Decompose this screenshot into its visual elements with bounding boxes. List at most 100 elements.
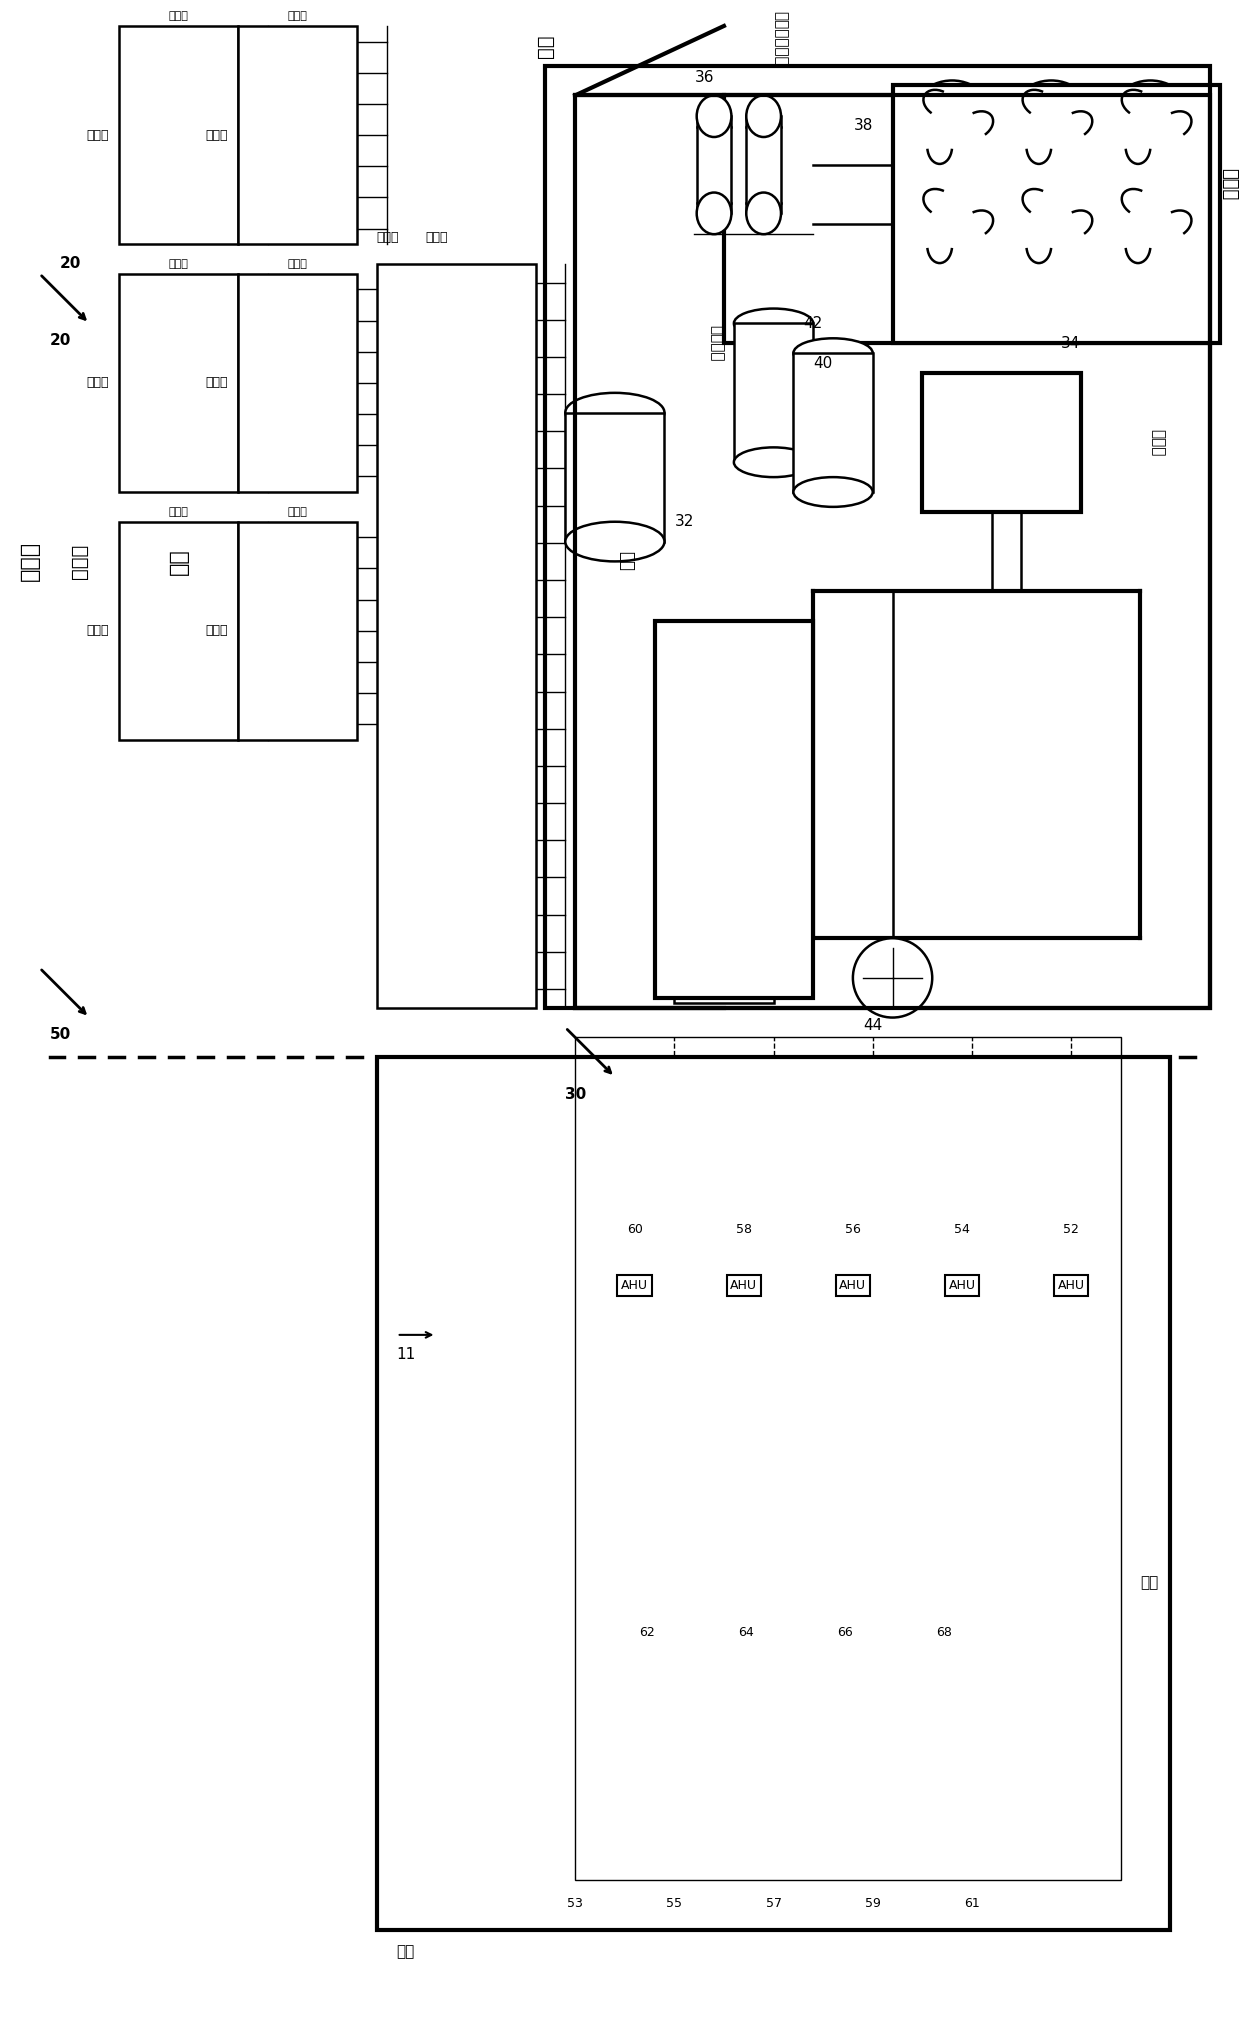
Bar: [575, 1037, 1121, 1881]
Bar: [893, 85, 1220, 343]
Circle shape: [1147, 122, 1153, 128]
Text: AHU: AHU: [730, 1278, 758, 1292]
Bar: [238, 274, 357, 491]
Text: 20: 20: [60, 256, 81, 272]
Text: 60: 60: [626, 1223, 642, 1236]
Text: 空气侧: 空气侧: [20, 542, 40, 582]
Ellipse shape: [935, 383, 970, 418]
Ellipse shape: [1034, 383, 1069, 418]
Text: 61: 61: [963, 1897, 980, 1909]
Ellipse shape: [565, 394, 665, 432]
Bar: [238, 521, 357, 741]
Text: 建筑物: 建筑物: [288, 507, 308, 517]
Text: 区域: 区域: [1141, 1575, 1158, 1591]
Text: 锅炉: 锅炉: [616, 552, 635, 572]
Text: 52: 52: [1063, 1223, 1079, 1236]
Text: 建筑物: 建筑物: [87, 625, 109, 637]
Text: 冷却塔: 冷却塔: [1220, 168, 1238, 201]
Circle shape: [1007, 181, 1096, 270]
Ellipse shape: [697, 193, 732, 233]
Circle shape: [908, 181, 997, 270]
Text: AHU: AHU: [839, 1278, 867, 1292]
Bar: [119, 26, 238, 243]
Bar: [675, 645, 774, 734]
Ellipse shape: [985, 383, 1019, 418]
Text: 32: 32: [675, 513, 693, 530]
Text: 建筑物: 建筑物: [377, 231, 399, 243]
Bar: [675, 755, 774, 824]
Bar: [655, 621, 813, 998]
Ellipse shape: [746, 193, 781, 233]
Circle shape: [1048, 122, 1054, 128]
Text: 40: 40: [813, 355, 832, 371]
Bar: [238, 26, 357, 243]
Bar: [575, 95, 1210, 1008]
Text: 冷却器: 冷却器: [1151, 428, 1166, 457]
Text: 62: 62: [639, 1625, 655, 1639]
Text: 建筑物: 建筑物: [288, 10, 308, 20]
Text: 水侧: 水侧: [536, 34, 556, 57]
Text: 53: 53: [567, 1897, 583, 1909]
Text: 59: 59: [864, 1897, 880, 1909]
Text: 38: 38: [853, 118, 873, 132]
Ellipse shape: [697, 95, 732, 138]
Text: 建筑物: 建筑物: [87, 377, 109, 390]
Circle shape: [949, 221, 955, 227]
Text: AHU: AHU: [949, 1278, 976, 1292]
Circle shape: [949, 122, 955, 128]
Text: 68: 68: [936, 1625, 952, 1639]
Bar: [734, 323, 813, 463]
Text: 建筑物: 建筑物: [206, 377, 228, 390]
Bar: [119, 274, 238, 491]
Text: 11: 11: [397, 1347, 415, 1361]
Text: 57: 57: [765, 1897, 781, 1909]
Text: 热能储罐: 热能储罐: [709, 325, 724, 361]
Text: 空气侧: 空气侧: [69, 544, 89, 578]
Text: 54: 54: [954, 1223, 970, 1236]
Text: 建筑物: 建筑物: [87, 128, 109, 142]
Circle shape: [908, 81, 997, 170]
Bar: [697, 116, 732, 213]
Ellipse shape: [985, 467, 1019, 501]
Text: 建筑物: 建筑物: [169, 507, 188, 517]
Circle shape: [1106, 181, 1195, 270]
Text: 建筑物: 建筑物: [169, 260, 188, 270]
Bar: [675, 844, 774, 933]
Text: 建筑物: 建筑物: [206, 625, 228, 637]
Circle shape: [1147, 221, 1153, 227]
Text: 36: 36: [694, 71, 714, 85]
Bar: [1034, 402, 1069, 485]
Bar: [985, 402, 1019, 485]
Text: 56: 56: [844, 1223, 861, 1236]
Ellipse shape: [565, 521, 665, 562]
Text: 50: 50: [50, 1027, 71, 1043]
Bar: [377, 1057, 1171, 1930]
Text: 64: 64: [738, 1625, 754, 1639]
Text: 热回收冷却器: 热回收冷却器: [774, 10, 789, 65]
Text: 水侧: 水侧: [169, 548, 188, 574]
Bar: [675, 923, 774, 992]
Ellipse shape: [1034, 467, 1069, 501]
Circle shape: [1106, 81, 1195, 170]
Ellipse shape: [794, 477, 873, 507]
Circle shape: [1007, 81, 1096, 170]
Text: 34: 34: [1061, 335, 1080, 351]
Text: 42: 42: [804, 317, 822, 331]
Text: 66: 66: [837, 1625, 853, 1639]
Bar: [746, 116, 781, 213]
Circle shape: [1048, 221, 1054, 227]
Text: 30: 30: [565, 1088, 587, 1102]
Text: 建筑物: 建筑物: [288, 260, 308, 270]
Text: 建筑物: 建筑物: [206, 128, 228, 142]
Text: 55: 55: [666, 1897, 682, 1909]
Text: 建筑物: 建筑物: [169, 10, 188, 20]
Bar: [675, 655, 774, 724]
Text: 58: 58: [735, 1223, 751, 1236]
Text: 20: 20: [50, 333, 71, 349]
Bar: [923, 373, 1081, 511]
Ellipse shape: [734, 446, 813, 477]
Text: 44: 44: [863, 1019, 883, 1033]
Bar: [935, 402, 970, 485]
Ellipse shape: [935, 467, 970, 501]
Bar: [675, 854, 774, 923]
